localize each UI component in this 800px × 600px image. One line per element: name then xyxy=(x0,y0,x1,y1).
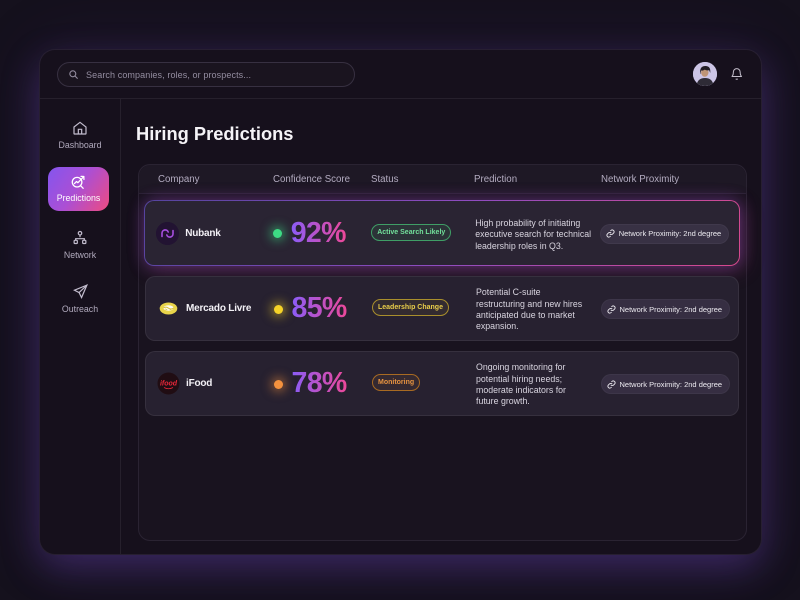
svg-text:ifood: ifood xyxy=(159,381,177,388)
